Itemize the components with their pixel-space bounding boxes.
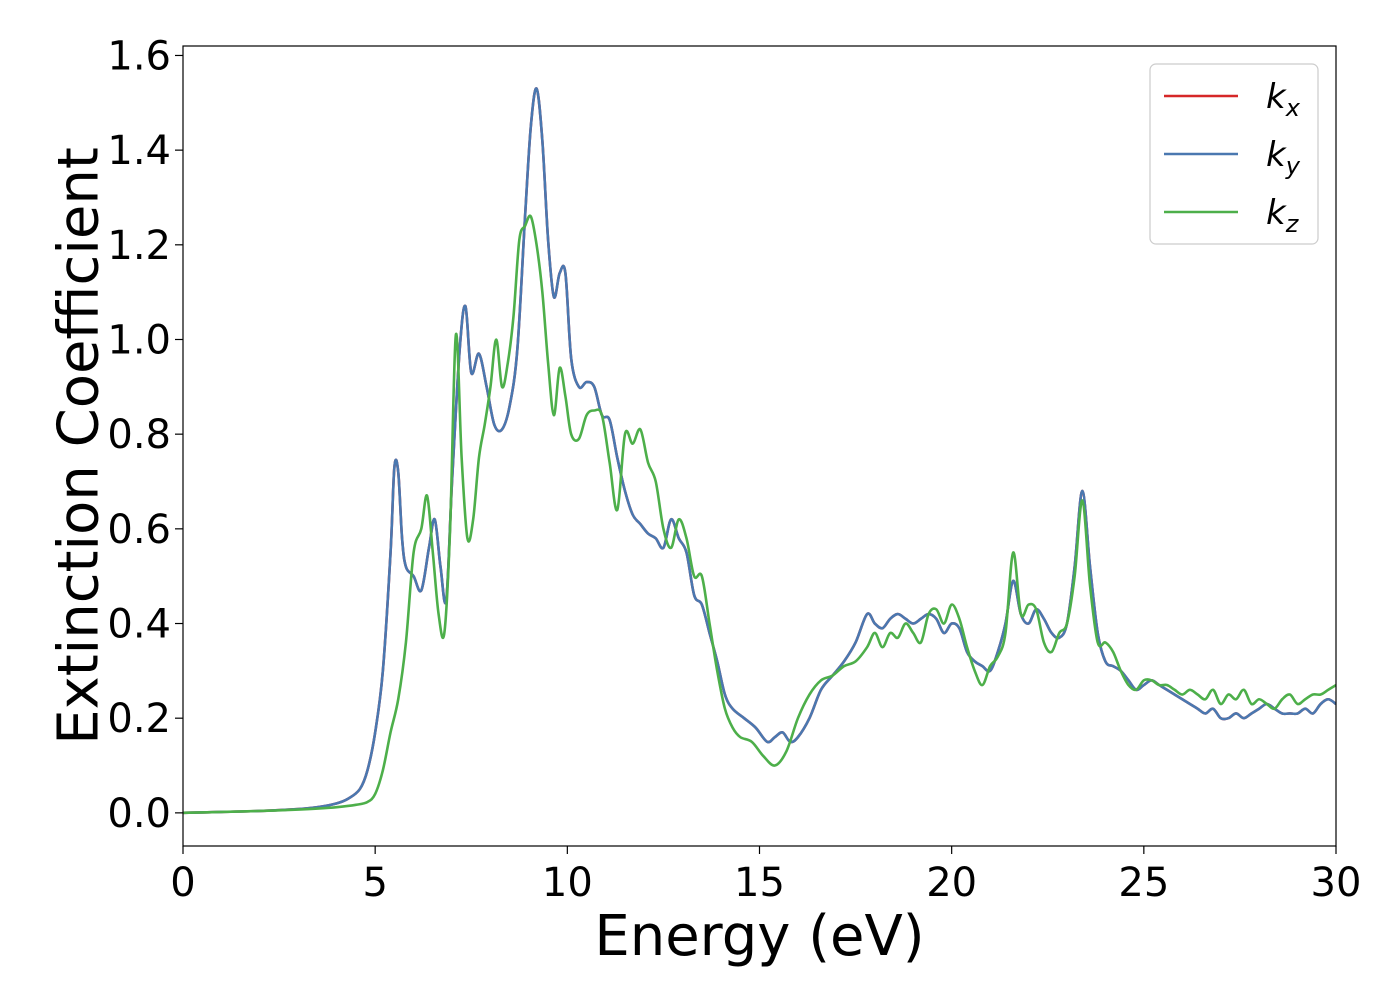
- x-tick-label: 0: [170, 860, 195, 906]
- x-tick-label: 25: [1118, 860, 1169, 906]
- x-tick-label: 15: [734, 860, 785, 906]
- x-axis-label: Energy (eV): [594, 904, 924, 969]
- y-tick-label: 1.2: [107, 223, 171, 269]
- y-tick-label: 0.4: [107, 602, 171, 648]
- x-tick-label: 30: [1311, 860, 1362, 906]
- y-tick-label: 1.6: [107, 33, 171, 79]
- series-line-z: [183, 214, 1336, 815]
- y-tick-label: 1.0: [107, 317, 171, 363]
- y-axis-label: Extinction Coefficient: [47, 147, 112, 745]
- y-tick-label: 0.0: [107, 791, 171, 837]
- y-tick-label: 0.2: [107, 696, 171, 742]
- y-axis-ticks: 0.0 0.2 0.4 0.6 0.8 1.0 1.2 1.4 1.6: [107, 33, 183, 837]
- x-tick-label: 5: [362, 860, 387, 906]
- legend-label-z: kz: [1266, 193, 1300, 238]
- y-tick-label: 0.6: [107, 507, 171, 553]
- y-tick-label: 1.4: [107, 128, 171, 174]
- legend: kx ky kz: [1149, 63, 1319, 245]
- x-tick-label: 10: [542, 860, 593, 906]
- legend-label-x: kx: [1266, 77, 1301, 122]
- legend-label-y: ky: [1266, 135, 1301, 180]
- x-axis-ticks: 0 5 10 15 20 25 30: [170, 846, 1361, 906]
- y-tick-label: 0.8: [107, 412, 171, 458]
- x-tick-label: 20: [926, 860, 977, 906]
- series-lines: [183, 87, 1336, 815]
